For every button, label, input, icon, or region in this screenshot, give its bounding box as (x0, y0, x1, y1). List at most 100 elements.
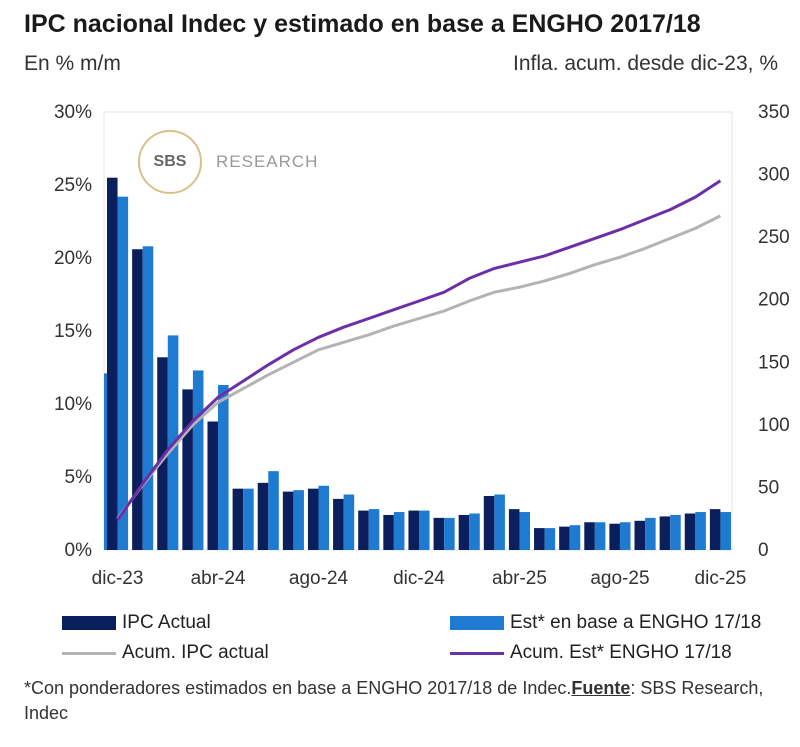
legend-acum-ipc: Acum. IPC actual (62, 642, 269, 664)
bar-est-engho (544, 528, 556, 550)
footnote-text: *Con ponderadores estimados en base a EN… (24, 678, 572, 698)
left-tick-label: 25% (54, 175, 92, 196)
bar-ipc-actual (232, 488, 244, 550)
line-series (116, 179, 722, 521)
bar-ipc-actual (659, 516, 671, 550)
bar-est-engho (594, 522, 606, 550)
bar-ipc-actual (107, 177, 118, 550)
bar-est-engho (368, 509, 380, 550)
bar-ipc-actual (207, 421, 219, 550)
legend-line-acum-est (450, 651, 504, 655)
x-tick-label: abr-24 (191, 568, 246, 589)
bar-est-engho (268, 471, 279, 550)
bar-ipc-actual (307, 488, 319, 550)
bar-ipc-actual (182, 389, 193, 550)
bar-ipc-actual (559, 526, 570, 550)
bar-est-engho (218, 385, 229, 550)
right-tick-label: 150 (758, 352, 790, 373)
bar-ipc-actual (433, 517, 445, 550)
right-tick-label: 0 (758, 540, 769, 561)
bar-est-engho (444, 517, 455, 550)
footnote-source-label: Fuente (571, 678, 631, 698)
legend-swatch-est-engho (450, 616, 504, 630)
bar-ipc-actual (609, 523, 620, 550)
bar-est-engho (670, 514, 681, 550)
bar-est-engho (243, 488, 254, 550)
x-tick-label: ago-24 (289, 568, 349, 589)
legend-label-acum-est: Acum. Est* ENGHO 17/18 (510, 642, 732, 663)
bar-ipc-actual (584, 522, 595, 550)
bar-partial (104, 373, 107, 550)
bar-ipc-actual (483, 495, 495, 550)
left-tick-label: 10% (54, 394, 92, 415)
right-axis-unit-label: Infla. acum. desde dic-23, % (513, 52, 778, 75)
left-tick-label: 15% (54, 321, 92, 342)
bar-ipc-actual (408, 510, 419, 550)
bar-ipc-actual (508, 509, 520, 550)
bar-est-engho (293, 490, 304, 550)
line-acum-ipc (116, 214, 722, 520)
left-tick-label: 30% (54, 102, 92, 123)
sbs-logo-mark: SBS (138, 130, 202, 194)
footnote-source-text: : SBS Research, Indec (24, 678, 764, 723)
bar-ipc-actual (132, 249, 143, 551)
right-tick-label: 300 (758, 165, 790, 186)
bar-ipc-actual (684, 513, 696, 550)
x-tick-label: abr-25 (492, 568, 547, 589)
x-tick-label: dic-23 (92, 568, 144, 589)
legend-line-acum-ipc (62, 651, 116, 655)
left-axis-ticks: 0% 5% 10% 15% 20% 25% 30% (54, 102, 92, 561)
line-acum-est (116, 179, 722, 521)
bar-ipc-actual (458, 514, 470, 550)
sbs-research-logo: SBS RESEARCH (138, 130, 318, 194)
legend-label-est-engho: Est* en base a ENGHO 17/18 (510, 612, 762, 633)
right-tick-label: 200 (758, 290, 790, 311)
legend-est-engho: Est* en base a ENGHO 17/18 (450, 612, 761, 634)
bar-est-engho (418, 510, 430, 550)
right-axis-ticks: 0 50 100 150 200 250 300 350 (758, 102, 790, 561)
bar-ipc-actual (634, 520, 646, 550)
x-tick-label: dic-24 (393, 568, 445, 589)
left-tick-label: 0% (65, 540, 93, 561)
right-tick-label: 50 (758, 477, 779, 498)
legend-ipc-actual: IPC Actual (62, 612, 211, 634)
right-tick-label: 350 (758, 102, 790, 123)
chart-area: 0% 5% 10% 15% 20% 25% 30% 0 50 100 150 200 250 300 35… (54, 102, 790, 589)
right-tick-label: 100 (758, 415, 790, 436)
bar-est-engho (393, 512, 405, 550)
bar-ipc-actual (282, 491, 294, 550)
bar-ipc-actual (157, 357, 168, 550)
bar-ipc-actual (534, 528, 545, 550)
left-tick-label: 5% (65, 467, 93, 488)
bar-est-engho (519, 512, 531, 550)
bar-est-engho (569, 525, 581, 550)
right-tick-label: 250 (758, 227, 790, 248)
footnote: *Con ponderadores estimados en base a EN… (24, 676, 784, 726)
bar-est-engho (142, 246, 154, 550)
bar-est-engho (619, 522, 631, 550)
chart-title: IPC nacional Indec y estimado en base a … (24, 10, 701, 38)
bar-est-engho (494, 494, 505, 550)
bar-ipc-actual (257, 482, 269, 550)
bar-ipc-actual (383, 514, 394, 550)
bar-est-engho (469, 513, 480, 550)
bar-est-engho (695, 512, 706, 550)
bar-ipc-actual (333, 498, 344, 550)
bar-ipc-actual (709, 509, 721, 550)
left-tick-label: 20% (54, 248, 92, 269)
logo-text: RESEARCH (216, 152, 319, 171)
left-axis-unit-label: En % m/m (24, 52, 121, 75)
bar-est-engho (720, 512, 731, 550)
bar-series (104, 177, 731, 551)
x-tick-label: ago-25 (590, 568, 649, 589)
bar-est-engho (343, 494, 355, 550)
bar-est-engho (192, 370, 204, 550)
x-tick-label: dic-25 (695, 568, 747, 589)
bar-est-engho (117, 196, 129, 550)
bar-est-engho (645, 517, 656, 550)
bar-ipc-actual (358, 510, 369, 550)
x-axis-ticks: dic-23 abr-24 ago-24 dic-24 abr-25 ago-25 dic-… (92, 568, 747, 589)
legend-label-acum-ipc: Acum. IPC actual (122, 642, 269, 663)
legend-acum-est: Acum. Est* ENGHO 17/18 (450, 642, 732, 664)
legend-swatch-ipc-actual (62, 616, 116, 630)
